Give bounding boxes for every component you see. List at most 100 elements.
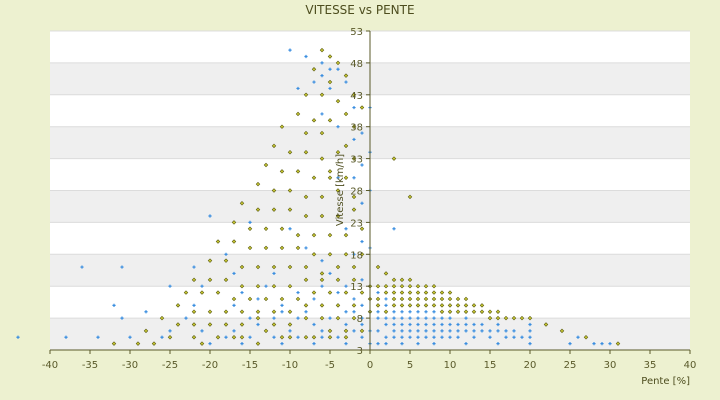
data-point-series-2 (319, 47, 325, 53)
data-point-series-2 (271, 207, 277, 212)
data-point-series-1 (512, 335, 516, 339)
data-point-series-1 (472, 322, 476, 327)
data-point-series-2 (415, 283, 421, 289)
x-tick-label: -35 (82, 360, 98, 371)
data-point-series-1 (352, 137, 356, 142)
data-point-series-1 (320, 259, 324, 263)
data-point-series-1 (232, 329, 236, 333)
data-point-series-2 (199, 290, 205, 295)
data-point-series-1 (384, 297, 388, 301)
data-point-series-1 (192, 265, 196, 269)
data-point-series-2 (279, 169, 285, 174)
data-point-series-1 (528, 322, 532, 327)
data-point-series-1 (384, 322, 388, 327)
data-point-series-2 (271, 188, 277, 193)
data-point-series-2 (239, 264, 245, 270)
data-point-series-2 (391, 277, 397, 283)
data-point-series-1 (392, 322, 396, 327)
data-point-series-1 (296, 290, 300, 295)
data-point-series-1 (272, 316, 276, 320)
data-point-series-1 (280, 342, 284, 346)
data-point-series-1 (80, 265, 84, 269)
data-point-series-1 (344, 322, 348, 327)
data-point-series-1 (432, 342, 436, 346)
data-point-series-2 (311, 67, 317, 72)
x-tick-label: 40 (684, 360, 697, 371)
data-point-series-2 (303, 277, 309, 283)
data-point-series-2 (511, 315, 517, 321)
data-point-series-2 (335, 213, 341, 219)
data-point-series-2 (399, 303, 405, 308)
data-point-series-2 (471, 303, 477, 308)
data-point-series-1 (432, 322, 436, 327)
data-point-series-2 (351, 303, 357, 308)
data-point-series-2 (287, 283, 293, 289)
data-point-series-2 (407, 290, 413, 295)
data-point-series-2 (295, 245, 301, 251)
data-point-series-1 (120, 265, 124, 269)
data-point-series-2 (359, 252, 365, 257)
data-point-series-1 (472, 335, 476, 339)
data-point-series-1 (424, 310, 428, 314)
data-point-series-2 (343, 232, 349, 238)
data-point-series-2 (319, 213, 325, 219)
data-point-series-2 (407, 277, 413, 283)
data-point-series-1 (320, 61, 324, 65)
data-point-series-1 (424, 329, 428, 333)
data-point-series-2 (527, 315, 533, 321)
data-point-series-2 (327, 232, 333, 238)
data-point-series-2 (327, 79, 333, 85)
data-point-series-1 (496, 342, 500, 346)
data-point-series-1 (96, 335, 100, 339)
data-point-series-1 (328, 67, 332, 71)
data-point-series-2 (255, 315, 261, 321)
data-point-series-2 (319, 303, 325, 308)
data-point-series-2 (167, 335, 173, 340)
data-point-series-2 (343, 111, 349, 117)
data-point-series-2 (447, 309, 453, 314)
data-point-series-1 (480, 329, 484, 333)
data-point-series-1 (416, 310, 420, 314)
data-point-series-1 (400, 322, 404, 327)
data-point-series-2 (407, 283, 413, 289)
data-point-series-1 (448, 316, 452, 320)
data-point-series-1 (192, 303, 196, 307)
data-point-series-2 (159, 315, 165, 321)
data-point-series-2 (351, 124, 357, 129)
data-point-series-2 (239, 335, 245, 340)
data-point-series-2 (287, 207, 293, 212)
data-point-series-2 (263, 245, 269, 251)
data-point-series-2 (447, 303, 453, 308)
data-point-series-2 (111, 341, 117, 346)
data-point-series-2 (415, 303, 421, 308)
data-point-series-1 (200, 329, 204, 333)
data-point-series-2 (287, 149, 293, 155)
data-point-series-2 (335, 303, 341, 308)
x-tick-label: 5 (407, 360, 413, 371)
data-point-series-1 (416, 322, 420, 327)
data-point-series-2 (335, 188, 341, 193)
data-point-series-2 (215, 290, 221, 295)
data-point-series-2 (423, 296, 429, 302)
data-point-series-1 (464, 322, 468, 327)
data-point-series-1 (384, 335, 388, 339)
data-point-series-2 (383, 283, 389, 289)
data-point-series-1 (360, 278, 364, 282)
x-tick-label: -5 (325, 360, 335, 371)
data-point-series-2 (407, 303, 413, 308)
data-point-series-1 (288, 329, 292, 333)
data-point-series-1 (424, 335, 428, 339)
data-point-series-1 (200, 284, 204, 288)
data-point-series-1 (448, 335, 452, 339)
data-point-series-1 (208, 214, 212, 218)
data-point-series-1 (424, 316, 428, 320)
data-point-series-1 (480, 322, 484, 327)
data-point-series-1 (528, 335, 532, 339)
data-point-series-2 (439, 290, 445, 295)
data-point-series-2 (303, 335, 309, 340)
data-point-series-2 (279, 296, 285, 302)
data-point-series-2 (375, 303, 381, 308)
data-point-series-2 (247, 296, 253, 302)
data-point-series-2 (303, 130, 309, 136)
x-tick-label: 30 (604, 360, 617, 371)
